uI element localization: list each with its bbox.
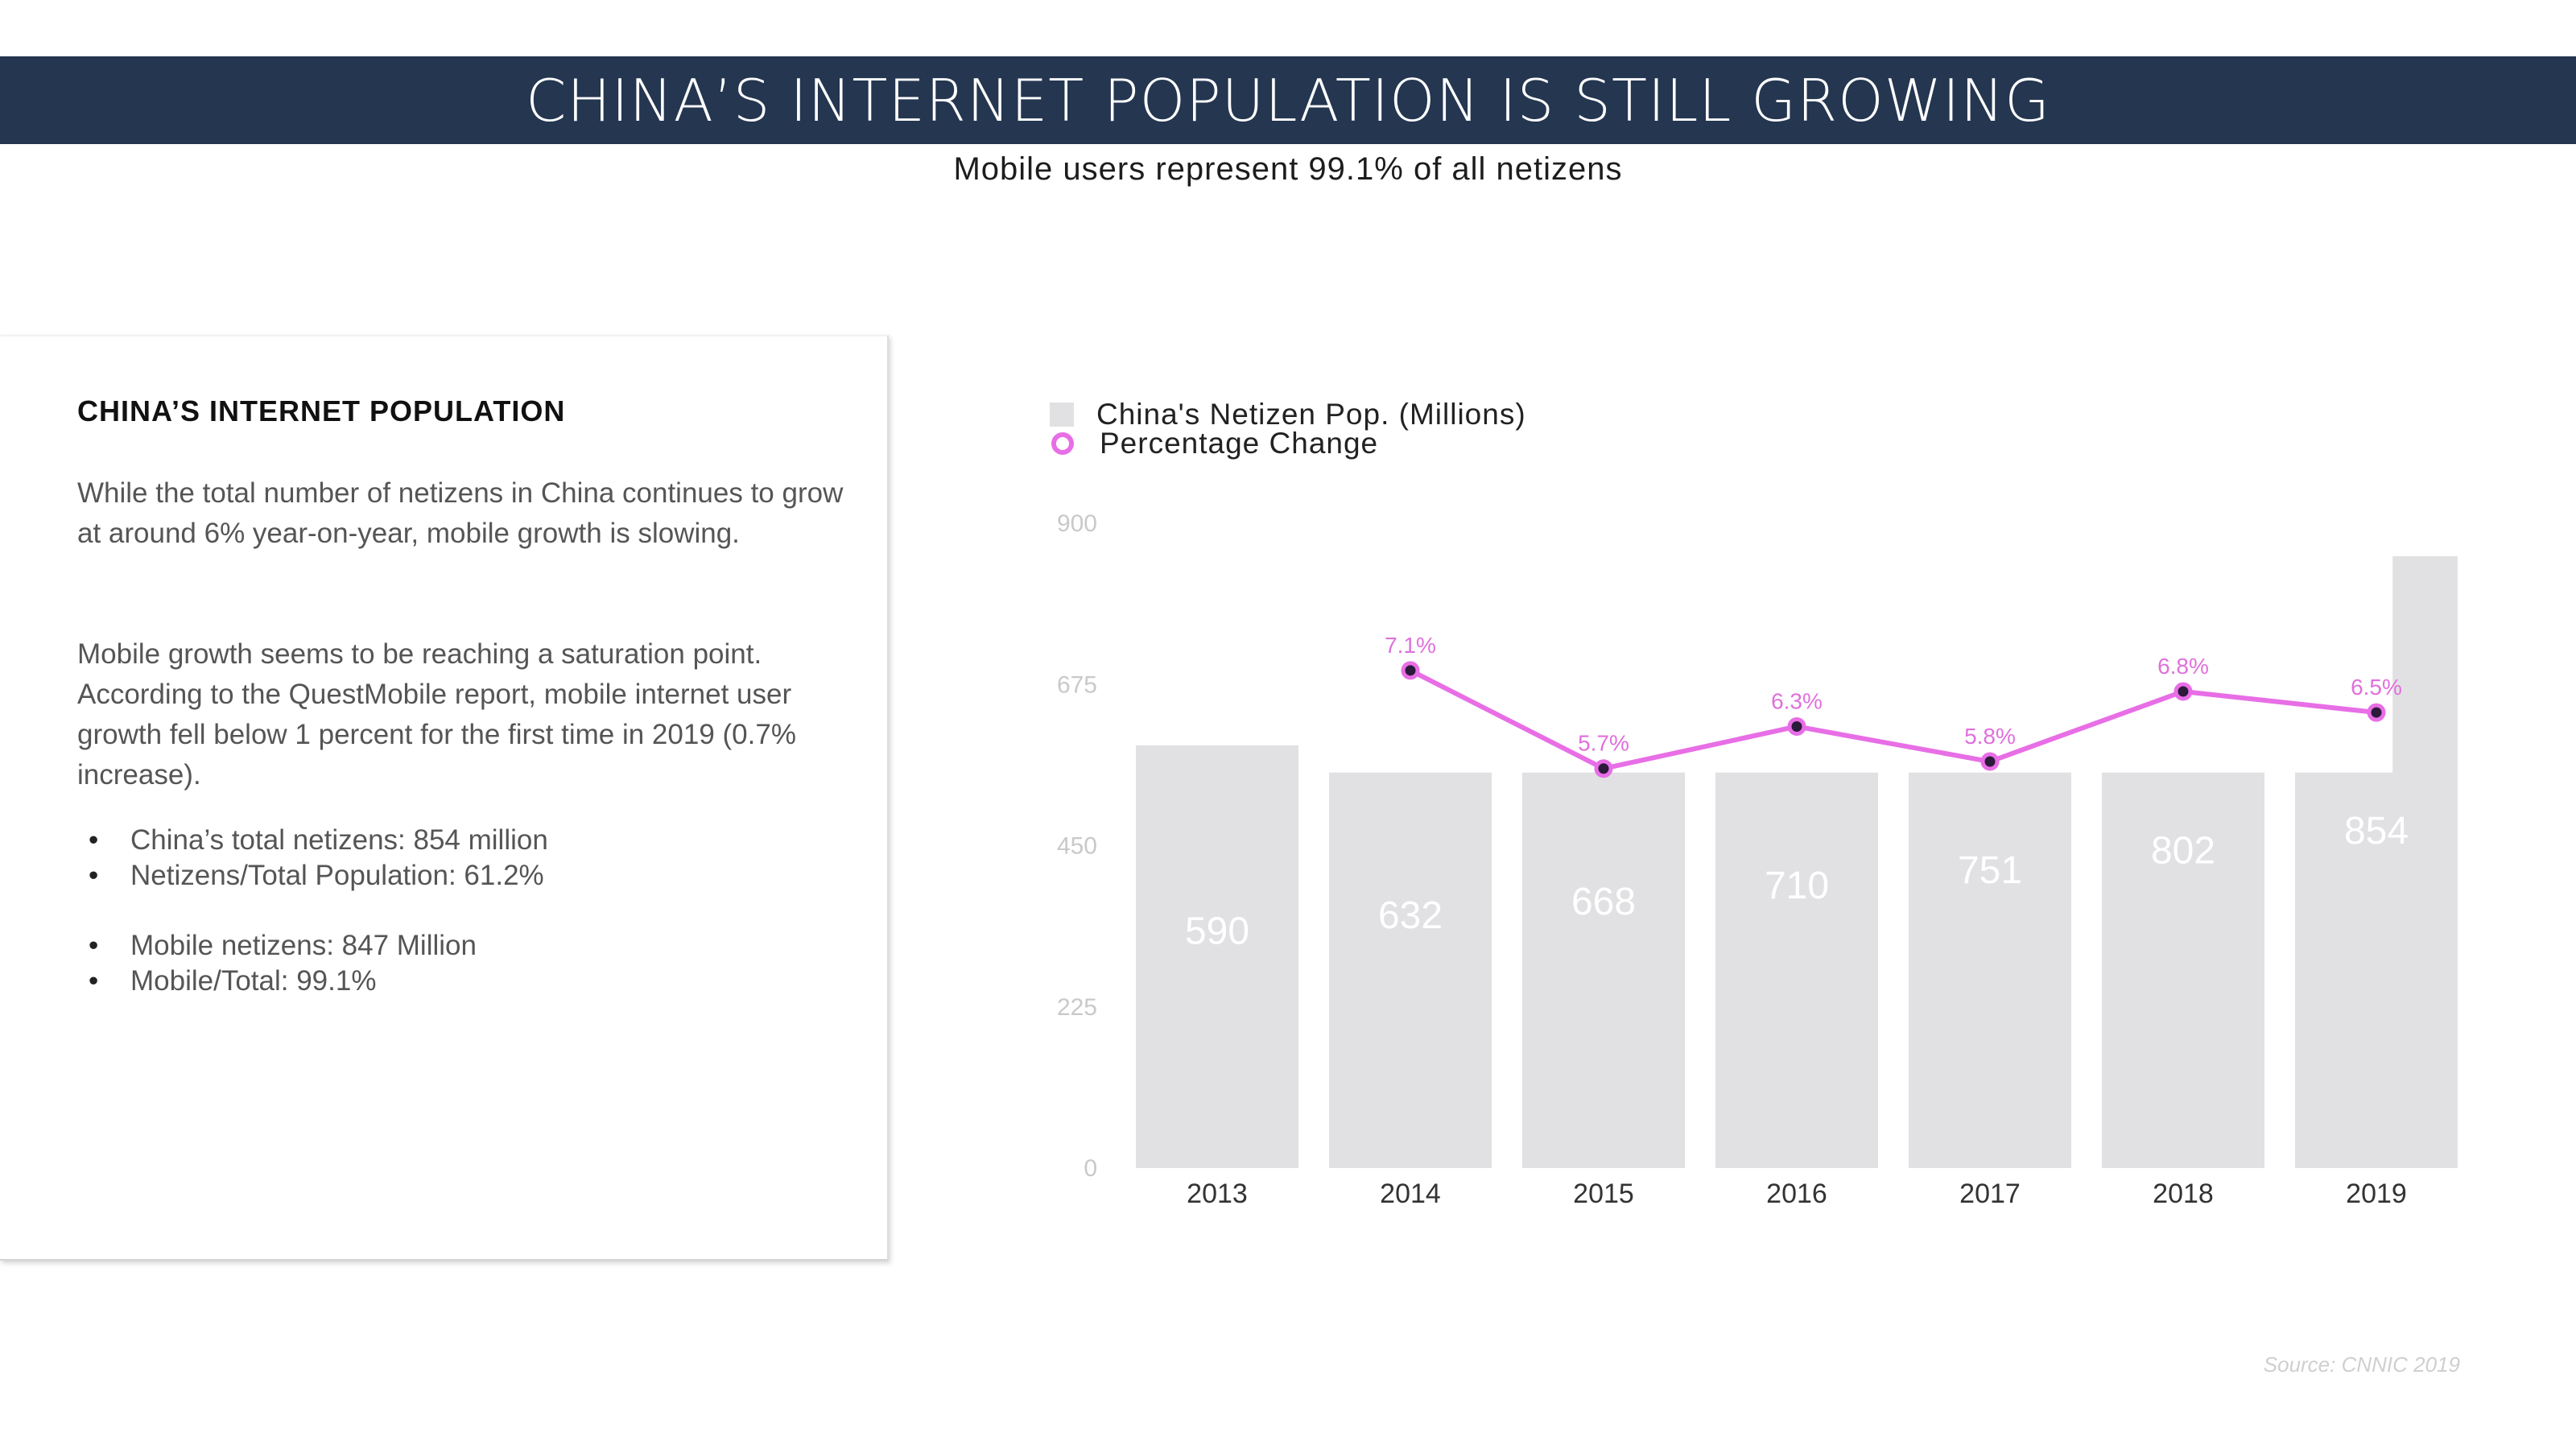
bar-value-label: 802 [2151,830,2215,873]
legend-bars: China's Netizen Pop. (Millions) [1050,398,1526,431]
legend-line: Percentage Change [1050,427,1378,460]
percentage-label: 7.1% [1385,633,1436,658]
x-tick-label: 2017 [1959,1179,2021,1209]
bar-value-label: 590 [1185,910,1249,953]
bar-value-label: 668 [1571,881,1636,923]
percentage-label: 5.7% [1578,731,1629,756]
bar-value-label: 632 [1378,894,1443,937]
percentage-label: 5.8% [1964,724,2016,749]
bar-value-label: 710 [1765,865,1829,907]
card-paragraph-1: While the total number of netizens in Ch… [77,477,844,549]
percentage-change-line [1409,668,2377,771]
percentage-label: 6.3% [1771,688,1823,713]
bullet-item: Mobile/Total: 99.1% [77,964,477,999]
x-tick-label: 2015 [1573,1179,1634,1209]
x-tick-label: 2014 [1380,1179,1441,1209]
card-heading: CHINA’S INTERNET POPULATION [77,394,566,427]
y-tick-label: 900 [1057,510,1097,537]
line-point [1980,752,2000,771]
bar-knockout [1715,658,1878,773]
bar [1136,745,1298,1168]
bullet-item: China’s total netizens: 854 million [77,823,548,858]
bar [1329,715,1492,1168]
bullet-item: Mobile netizens: 847 Million [77,928,477,964]
page-subtitle: Mobile users represent 99.1% of all neti… [953,151,1623,187]
bar-knockout [1909,628,2071,773]
y-tick-label: 0 [1084,1155,1097,1182]
title-bar: CHINA’S INTERNET POPULATION IS STILL GRO… [0,56,2576,144]
y-tick-label: 225 [1057,994,1097,1021]
info-card: CHINA’S INTERNET POPULATION While the to… [0,335,889,1261]
x-tick-label: 2018 [2153,1179,2214,1209]
card-paragraph-2: Mobile growth seems to be reaching a sat… [77,638,796,791]
line-point [2367,703,2386,722]
line-point [1787,716,1806,736]
bullet-list-totals: China’s total netizens: 854 million Neti… [77,823,548,894]
y-tick-label: 675 [1057,671,1097,698]
line-point [1401,661,1420,680]
percentage-label: 6.8% [2157,654,2209,679]
bar-knockout [1329,713,1492,773]
legend-bar-swatch-icon [1050,402,1074,427]
bar-knockout [2295,554,2393,773]
percentage-label: 6.5% [2351,675,2402,700]
legend-bars-label: China's Netizen Pop. (Millions) [1096,398,1526,431]
y-tick-label: 450 [1057,833,1097,860]
x-tick-label: 2016 [1766,1179,1827,1209]
line-point [1594,759,1613,778]
legend-line-marker-icon [1051,432,1074,455]
x-tick-label: 2013 [1187,1179,1248,1209]
source-note: Source: CNNIC 2019 [2263,1352,2460,1377]
bullet-list-mobile: Mobile netizens: 847 Million Mobile/Tota… [77,928,477,999]
x-tick-label: 2019 [2346,1179,2407,1209]
bar-value-label: 854 [2344,810,2409,852]
bar-value-label: 751 [1958,849,2022,892]
legend-line-label: Percentage Change [1100,427,1379,460]
bullet-item: Netizens/Total Population: 61.2% [77,858,548,894]
line-point [2174,682,2193,701]
page-title: CHINA’S INTERNET POPULATION IS STILL GRO… [526,66,2050,134]
